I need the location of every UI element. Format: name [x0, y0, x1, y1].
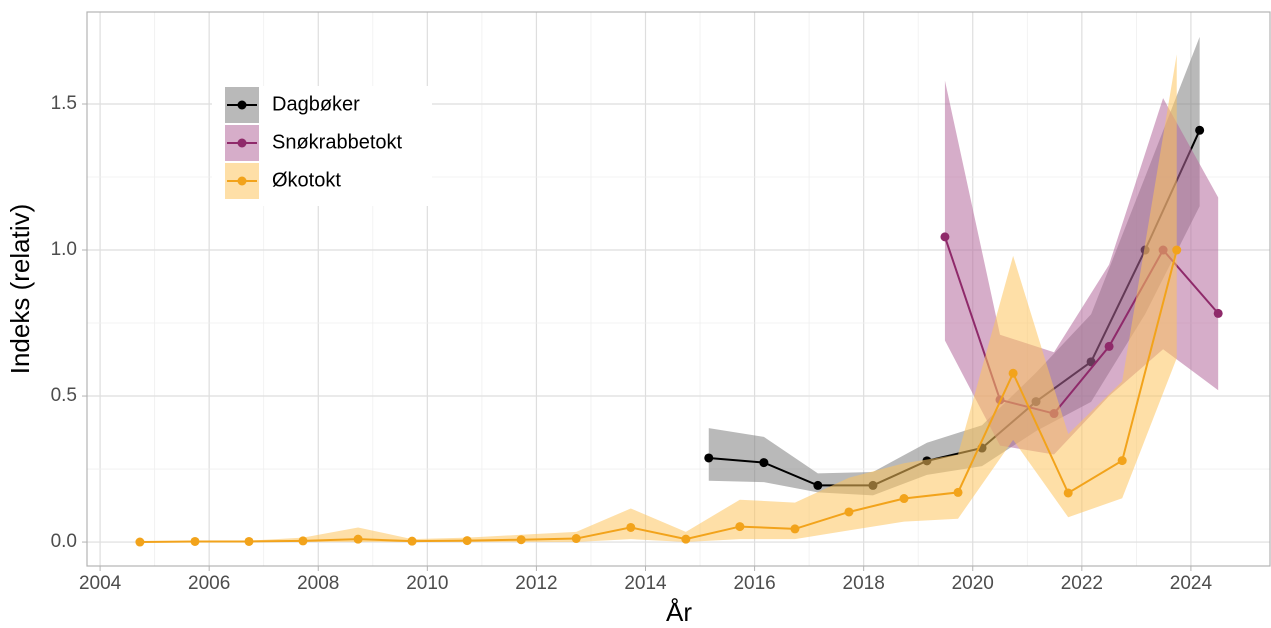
x-tick-label: 2004	[79, 573, 122, 594]
x-tick-label: 2018	[843, 573, 885, 594]
data-point	[1172, 245, 1182, 255]
data-point	[353, 534, 363, 544]
data-point	[1117, 456, 1127, 466]
series-line	[139, 249, 1178, 544]
data-point	[1008, 368, 1018, 378]
legend-key-point	[237, 176, 247, 186]
confidence-band	[139, 54, 1177, 543]
data-point	[813, 480, 823, 490]
data-point	[899, 494, 909, 504]
legend-label: Snøkrabbetokt	[272, 131, 403, 153]
data-point	[298, 536, 308, 546]
data-point	[244, 536, 254, 546]
legend-label: Dagbøker	[272, 93, 360, 115]
data-point	[681, 534, 691, 544]
data-point	[940, 232, 950, 242]
data-point	[759, 458, 769, 468]
legend-key-point	[237, 138, 247, 148]
data-point	[190, 536, 200, 546]
data-point	[790, 524, 800, 534]
legend-key-point	[237, 100, 247, 110]
data-point	[704, 453, 714, 463]
y-tick-label: 1.5	[51, 93, 77, 114]
data-point	[735, 522, 745, 532]
y-axis-title: Indeks (relativ)	[5, 204, 35, 375]
x-tick-label: 2008	[297, 573, 339, 594]
x-tick-label: 2020	[952, 573, 994, 594]
data-point	[1104, 341, 1114, 351]
data-point	[1063, 488, 1073, 498]
data-point	[516, 535, 526, 545]
x-tick-label: 2022	[1061, 573, 1103, 594]
data-point	[1195, 125, 1205, 135]
y-tick-label: 1.0	[51, 239, 77, 260]
x-axis-title: År	[666, 597, 692, 627]
data-point	[626, 522, 636, 532]
x-tick-label: 2024	[1170, 573, 1213, 594]
data-point	[407, 536, 417, 546]
data-point	[844, 507, 854, 517]
x-tick-label: 2012	[515, 573, 557, 594]
x-tick-label: 2010	[406, 573, 448, 594]
y-tick-label: 0.0	[51, 531, 77, 552]
x-tick-label: 2016	[733, 573, 775, 594]
data-point	[571, 534, 581, 544]
panel-border	[86, 11, 1271, 567]
legend-label: Økotokt	[272, 169, 341, 191]
data-point	[953, 487, 963, 497]
x-tick-label: 2014	[624, 573, 667, 594]
y-tick-label: 0.5	[51, 385, 77, 406]
data-point	[1213, 308, 1223, 318]
x-tick-label: 2006	[188, 573, 230, 594]
data-point	[462, 536, 472, 546]
data-point	[135, 537, 145, 547]
